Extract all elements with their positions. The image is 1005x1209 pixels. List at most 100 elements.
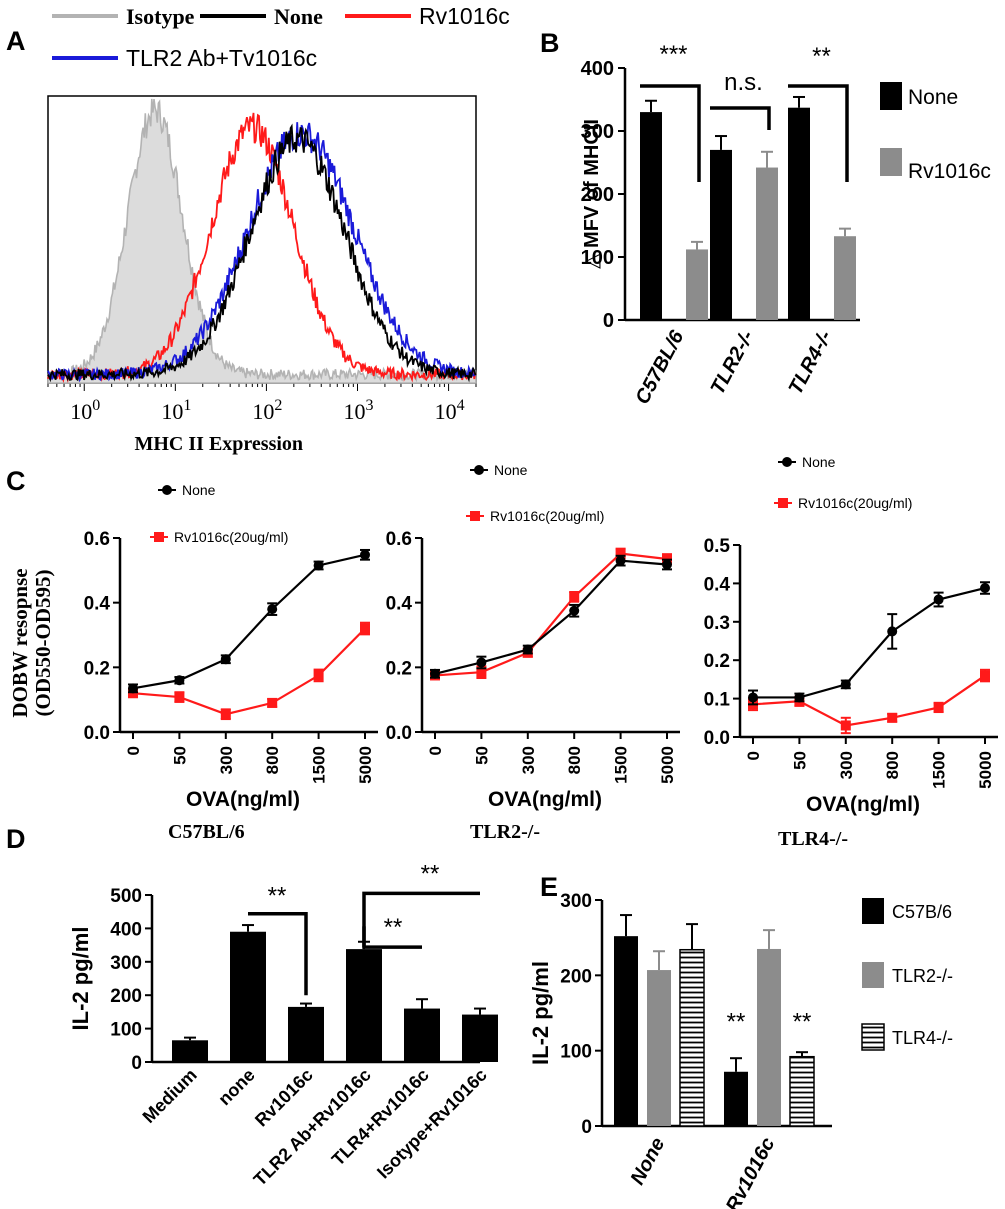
legend-swatch-2 [861,1023,885,1051]
series-line-1 [132,627,366,716]
legend-label-0: None [182,482,216,498]
data-point-1-2 [840,720,851,731]
significance-bracket-1 [710,106,771,130]
data-point-0-3 [267,604,278,615]
data-point-1-5 [360,623,370,634]
y-tick-label-3: 300 [560,891,592,912]
bar-2 [288,1006,324,1062]
y-tick-label-3: 300 [110,953,142,974]
data-point-1-1 [476,667,487,678]
significance-bracket-2 [362,891,480,948]
bar-5 [462,1014,498,1062]
legend-label-0: C57B/6 [892,902,952,922]
y-tick-label-3: 300 [581,121,614,143]
y-tick-label-1: 0.1 [704,690,731,711]
data-point-0-1 [174,675,185,686]
x-tick-label-4: 1500 [310,746,329,784]
x-tick-label-2: 300 [519,746,538,774]
y-tick-label-2: 200 [560,966,592,987]
data-point-0-4 [313,560,324,571]
x-tick-label-5: 5000 [356,746,375,784]
bar-rv1016c-1 [756,167,778,320]
x-tick-label-0: None [627,1134,670,1188]
y-tick-label-2: 0.4 [84,594,111,615]
x-tick-label-1: TLR2-/- [707,327,759,398]
y-tick-label-3: 0.6 [84,529,110,550]
significance-bracket-0 [640,84,701,182]
x-axis-label: OVA(ng/ml) [186,788,300,811]
series-line-0 [434,559,668,675]
x-tick-label-4: TLR4+Rv1016c [328,1065,433,1170]
y-tick-label-2: 0.4 [386,594,413,615]
bar-1-1 [757,948,781,1126]
significance-label-1: n.s. [724,69,763,96]
bar-0 [172,1040,208,1062]
x-tick-label-0: 0 [426,746,445,755]
histogram-none [47,123,477,383]
y-axis-label: IL-2 pg/ml [68,927,93,1031]
x-tick-label-0: 0 [744,751,763,760]
y-tick-label-0: 0.0 [84,723,110,744]
data-point-0-5 [980,583,990,594]
bar-3 [346,949,382,1062]
title-c57: C57BL/6 [168,821,245,843]
legend-label-1: Rv1016c(20ug/ml) [798,495,912,511]
series-line-1 [434,552,668,677]
x-tick-label-1: 50 [790,751,809,770]
x-tick-label-1: 101 [161,397,191,424]
legend-label-2: Rv1016c [419,3,510,29]
y-tick-label-1: 100 [560,1042,592,1063]
data-point-0-1 [476,657,487,668]
legend-label-1: Rv1016c [908,160,991,183]
x-tick-label-4: 104 [435,397,465,424]
data-point-0-0 [128,683,138,694]
data-point-0-1 [794,692,805,703]
legend-label-3: TLR2 Ab+Tv1016c [126,45,317,71]
legend-swatch-1 [880,148,902,176]
y-tick-label-4: 0.4 [704,574,731,595]
bar-none-0 [640,112,662,320]
legend-label-0: None [494,462,528,478]
series-line-1 [752,674,986,727]
y-tick-label-0: 0.0 [704,728,730,749]
y-tick-label-2: 0.2 [704,651,730,672]
x-tick-label-1: none [214,1065,259,1110]
title-tlr2: TLR2-/- [470,821,540,843]
legend-label-2: TLR4-/- [892,1028,953,1048]
data-point-0-2 [840,679,851,690]
data-point-0-2 [220,654,231,665]
significance-label-1: ** [384,914,403,941]
panel-c1-line-chart: 0.0 0.2 0.4 0.6 0 50 300 800 1500 5000 OVA(ng/ml) D… [8,482,378,811]
significance-label-0: ** [727,1009,746,1036]
data-point-1-4 [313,670,324,681]
data-point-1-2 [220,709,231,720]
legend-label-1: Rv1016c(20ug/ml) [174,529,288,545]
bar-2-1 [789,1055,815,1127]
y-tick-label-0: 0 [603,310,614,332]
data-point-1-1 [174,692,185,703]
y-tick-label-5: 0.5 [704,536,731,557]
x-tick-label-3: 800 [883,751,902,779]
x-axis-label: MHC II Expression [135,433,304,455]
data-point-1-3 [887,712,898,723]
panel-b-bar-chart: 0 100 200 300 400 △ MFV of MHCII C57BL/6 *** TLR… [581,41,991,408]
legend-swatch-0 [880,82,902,110]
title-tlr4: TLR4-/- [778,828,848,850]
x-tick-label-2: 102 [252,397,282,424]
significance-label-0: ** [268,883,287,910]
bar-0-1 [724,1071,748,1126]
x-tick-label-2: 300 [217,746,236,774]
x-tick-label-2: 300 [837,751,856,779]
data-point-0-4 [615,555,626,566]
data-point-1-5 [980,670,990,681]
y-axis-label: DOBW resopnse [8,568,32,717]
x-tick-label-1: Rv1016c [722,1134,780,1209]
x-tick-label-0: C57BL/6 [631,326,688,408]
y-axis-label: IL-2 pg/ml [528,961,553,1065]
legend-label-1: Rv1016c(20ug/ml) [490,508,604,524]
data-point-0-5 [662,559,672,570]
x-tick-label-2: TLR4-/- [785,327,837,398]
legend-label-0: None [802,454,836,470]
bar-none-2 [788,107,810,320]
panel-a-histogram: 100 101 102 103 104 MHC II Expression Isotype N… [47,3,510,455]
